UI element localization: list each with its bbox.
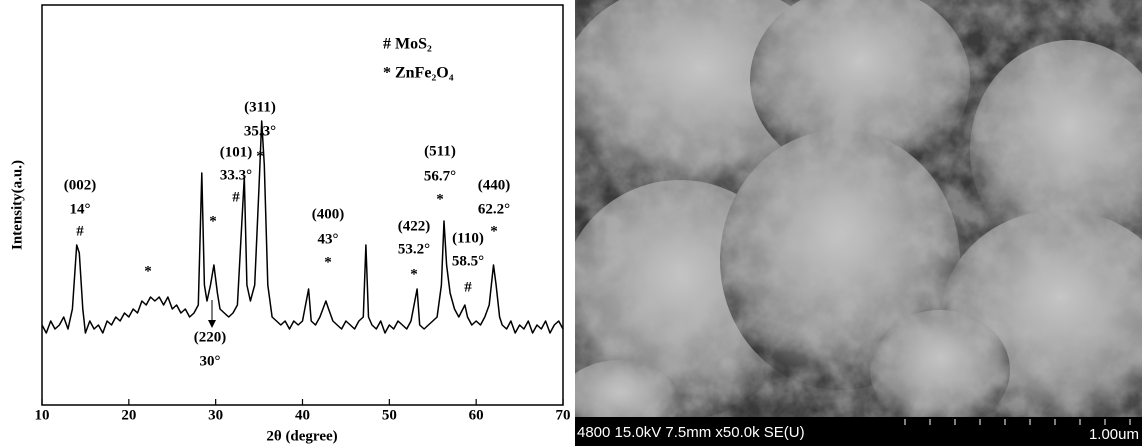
legend-entry: * ZnFe₂O₄ [383,65,454,82]
peak-annotation: # [232,189,240,205]
sem-image [560,0,1142,440]
peak-annotation: * [410,266,418,282]
peak-annotation: (422) [398,218,431,234]
peak-annotation: (511) [424,143,456,159]
peak-annotation: (101) [220,144,253,160]
peak-annotation: (400) [312,206,345,222]
peak-annotation: 14° [70,201,91,217]
peak-annotation: (220) [194,329,227,345]
peak-annotation: 30° [200,353,221,369]
page: {"chart_data": { "type": "line", "x_labe… [0,0,1142,446]
peak-annotation: # [76,223,84,239]
peak-annotation: 56.7° [424,168,456,184]
peak-annotation: * [144,263,152,279]
peak-annotation: * [256,148,264,164]
legend-entry: # MoS₂ [383,36,432,53]
x-tick-label: 30 [208,407,223,423]
peak-annotation: * [209,213,217,229]
x-axis-label: 2θ (degree) [266,428,337,444]
peak-annotation: * [436,191,444,207]
y-axis-label: Intensity(a.u.) [9,160,25,250]
figure: 4800 15.0kV 7.5mm x50.0k SE(U) 1.00um 2θ… [0,0,1142,446]
x-tick-label: 20 [121,407,136,423]
x-tick-label: 10 [35,407,50,423]
peak-annotation: * [490,223,498,239]
peak-annotation: * [324,254,332,270]
peak-annotation: 33.3° [220,167,252,183]
peak-annotation: (311) [244,99,276,115]
sem-caption: 4800 15.0kV 7.5mm x50.0k SE(U) [577,424,805,441]
peak-annotation: 43° [318,231,339,247]
peak-annotation: 35.3° [244,123,276,139]
peak-annotation: 53.2° [398,241,430,257]
scale-label: 1.00um [1089,426,1139,443]
peak-annotation: (110) [452,230,484,246]
xrd-line [42,121,563,333]
x-tick-label: 40 [295,407,310,423]
peak-annotation: # [464,279,472,295]
x-tick-label: 50 [382,407,397,423]
arrow-head [208,320,216,328]
x-tick-label: 60 [469,407,484,423]
peak-annotation: 62.2° [478,201,510,217]
peak-annotation: (002) [64,177,97,193]
peak-annotation: (440) [478,177,511,193]
x-tick-label: 70 [556,407,571,423]
peak-annotation: 58.5° [452,253,484,269]
